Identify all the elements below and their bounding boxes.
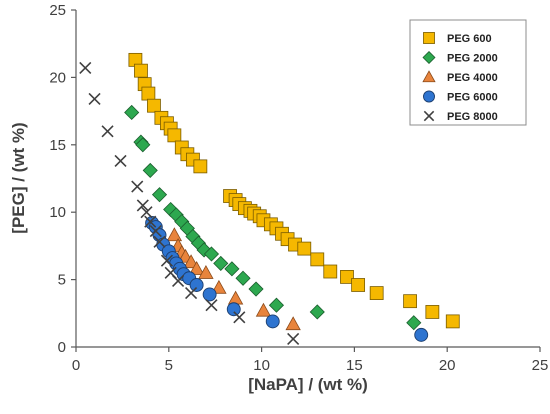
y-tick-label: 0: [58, 339, 66, 356]
data-point: [224, 261, 240, 277]
x-tick-label: 20: [439, 357, 456, 374]
data-point: [101, 125, 114, 138]
y-tick-label: 20: [49, 69, 66, 86]
legend-marker: [423, 110, 435, 122]
data-point: [255, 302, 272, 317]
data-point: [183, 254, 199, 269]
y-tick-label: 5: [58, 272, 66, 289]
data-point: [205, 299, 218, 312]
data-point: [79, 61, 92, 75]
legend-label: PEG 8000: [447, 111, 498, 123]
data-point: [310, 252, 325, 267]
data-point: [369, 286, 384, 300]
legend-marker: [423, 90, 435, 103]
data-point: [198, 265, 214, 279]
data-point: [167, 128, 182, 143]
data-point: [403, 294, 417, 309]
data-point: [226, 302, 241, 317]
x-tick-label: 15: [346, 357, 363, 374]
y-tick-label: 15: [49, 137, 66, 154]
y-axis-title: [PEG] / (wt %): [9, 122, 28, 233]
legend-label: PEG 6000: [447, 92, 498, 104]
data-point: [235, 270, 251, 286]
data-point: [147, 98, 161, 113]
data-point: [134, 63, 148, 78]
data-point: [425, 305, 440, 319]
data-point: [124, 104, 140, 121]
y-tick-label: 10: [49, 204, 66, 221]
data-point: [188, 260, 205, 275]
data-point: [135, 137, 151, 153]
data-point: [172, 274, 185, 288]
data-point: [414, 327, 429, 342]
data-point: [297, 241, 312, 256]
data-point: [203, 246, 220, 262]
x-axis-title: [NaPA] / (wt %): [248, 375, 368, 394]
data-point: [136, 199, 149, 212]
data-point: [233, 311, 246, 324]
data-point: [309, 304, 325, 320]
x-tick-label: 25: [532, 357, 549, 374]
legend-label: PEG 2000: [447, 53, 498, 65]
legend-marker: [423, 32, 435, 44]
data-point: [248, 281, 264, 297]
axis-ticks: 0 5 10 15 20 25 0 5 10 15 20 25: [49, 2, 548, 374]
data-point: [285, 316, 301, 331]
data-point: [88, 92, 101, 106]
series-peg-8000: [79, 61, 300, 345]
data-point: [151, 187, 168, 203]
data-point: [142, 162, 158, 178]
legend-label: PEG 4000: [447, 72, 498, 84]
data-point: [131, 180, 144, 193]
data-point: [185, 287, 198, 300]
legend-marker: [422, 50, 436, 65]
data-point: [114, 154, 127, 168]
data-point: [166, 227, 183, 242]
data-point: [141, 86, 156, 101]
data-point: [153, 235, 166, 248]
data-marks: [79, 52, 460, 345]
data-point: [193, 159, 208, 174]
data-point: [202, 287, 217, 302]
x-tick-label: 0: [72, 357, 80, 374]
data-point: [140, 206, 153, 219]
data-point: [406, 315, 422, 331]
legend: PEG 600 PEG 2000 PEG 4000 PEG 6000 PEG 8000: [409, 19, 527, 126]
data-point: [287, 332, 300, 345]
data-point: [213, 255, 229, 271]
data-point: [211, 279, 227, 294]
data-point: [265, 314, 280, 329]
data-point: [323, 264, 338, 279]
series-peg-2000: [124, 104, 422, 331]
data-point: [340, 270, 354, 284]
legend-label: PEG 600: [447, 33, 492, 45]
series-peg-4000: [166, 227, 301, 331]
data-point: [144, 215, 157, 228]
plot-area: 0 5 10 15 20 25 0 5 10 15 20 25: [49, 2, 548, 374]
data-point: [351, 278, 366, 292]
data-point: [160, 254, 174, 267]
x-tick-label: 5: [165, 357, 173, 374]
data-point: [268, 297, 285, 313]
series-peg-600: [128, 52, 460, 329]
data-point: [149, 225, 162, 238]
x-tick-label: 10: [253, 357, 270, 374]
legend-marker: [422, 70, 436, 83]
data-point: [189, 278, 204, 292]
data-point: [445, 314, 460, 329]
y-tick-label: 25: [49, 2, 66, 19]
